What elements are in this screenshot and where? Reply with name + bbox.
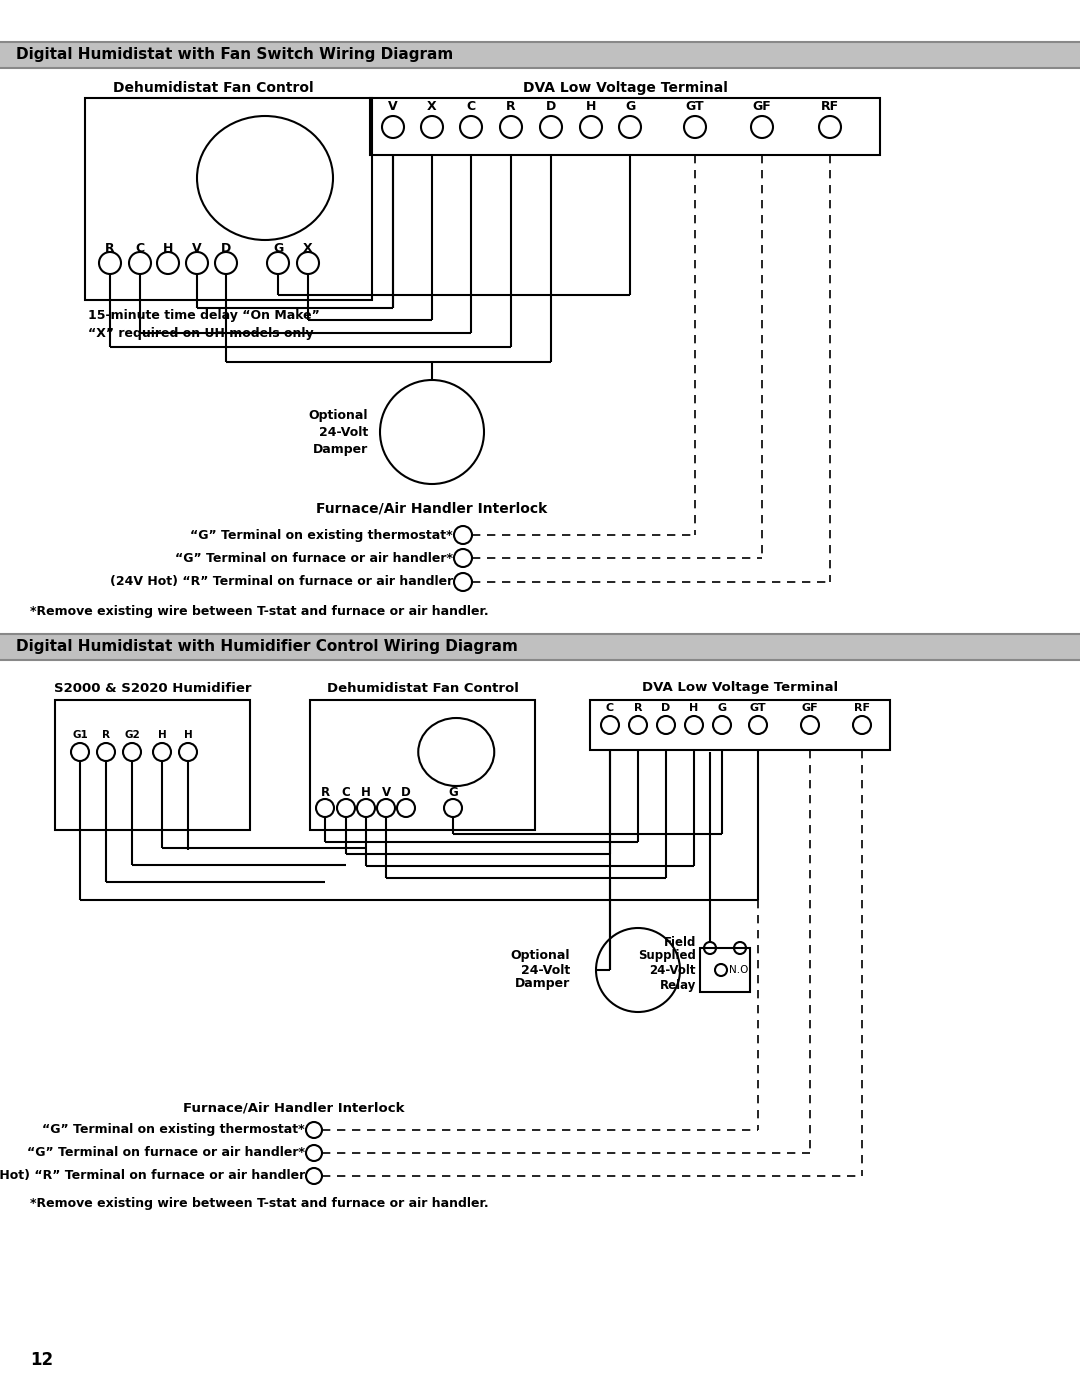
Text: X: X xyxy=(303,242,313,254)
Text: GT: GT xyxy=(750,703,767,712)
Text: N.O.: N.O. xyxy=(729,965,752,975)
Text: V: V xyxy=(192,242,202,254)
Text: DVA Low Voltage Terminal: DVA Low Voltage Terminal xyxy=(642,682,838,694)
Text: 24-Volt: 24-Volt xyxy=(521,964,570,977)
Text: C: C xyxy=(467,99,475,113)
Text: S2000 & S2020 Humidifier: S2000 & S2020 Humidifier xyxy=(54,682,252,694)
Text: Supplied: Supplied xyxy=(638,949,696,961)
Text: Relay: Relay xyxy=(660,978,696,992)
Text: R: R xyxy=(634,703,643,712)
Text: G: G xyxy=(625,99,635,113)
Text: Dehumidistat Fan Control: Dehumidistat Fan Control xyxy=(112,81,313,95)
Text: “G” Terminal on existing thermostat*: “G” Terminal on existing thermostat* xyxy=(190,528,453,542)
Bar xyxy=(310,700,535,830)
Text: “G” Terminal on furnace or air handler*: “G” Terminal on furnace or air handler* xyxy=(175,552,453,564)
Circle shape xyxy=(454,527,472,543)
Text: “X” required on UH models only: “X” required on UH models only xyxy=(87,327,313,339)
Text: H: H xyxy=(585,99,596,113)
Text: R: R xyxy=(507,99,516,113)
Text: GF: GF xyxy=(801,703,819,712)
Text: Damper: Damper xyxy=(515,978,570,990)
Text: H: H xyxy=(361,787,370,799)
Bar xyxy=(0,42,1080,68)
Text: Digital Humidistat with Humidifier Control Wiring Diagram: Digital Humidistat with Humidifier Contr… xyxy=(16,640,518,655)
Text: H: H xyxy=(158,731,166,740)
Text: C: C xyxy=(341,787,350,799)
Text: V: V xyxy=(388,99,397,113)
Text: Optional: Optional xyxy=(511,950,570,963)
Text: Optional: Optional xyxy=(309,408,368,422)
Circle shape xyxy=(306,1168,322,1185)
Text: X: X xyxy=(428,99,436,113)
Bar xyxy=(590,700,890,750)
Text: G: G xyxy=(448,787,458,799)
Text: Field: Field xyxy=(663,936,696,949)
Bar xyxy=(0,634,1080,659)
Text: D: D xyxy=(545,99,556,113)
Text: G: G xyxy=(273,242,283,254)
Circle shape xyxy=(715,964,727,977)
Text: (24V Hot) “R” Terminal on furnace or air handler: (24V Hot) “R” Terminal on furnace or air… xyxy=(0,1169,305,1182)
Text: “G” Terminal on furnace or air handler*: “G” Terminal on furnace or air handler* xyxy=(27,1147,305,1160)
Text: DVA Low Voltage Terminal: DVA Low Voltage Terminal xyxy=(523,81,728,95)
Bar xyxy=(700,949,750,992)
Bar xyxy=(55,700,249,830)
Text: GT: GT xyxy=(686,99,704,113)
Text: V: V xyxy=(381,787,391,799)
Text: *Remove existing wire between T-stat and furnace or air handler.: *Remove existing wire between T-stat and… xyxy=(30,1197,488,1210)
Text: C: C xyxy=(606,703,615,712)
Circle shape xyxy=(306,1122,322,1139)
Text: H: H xyxy=(689,703,699,712)
Bar xyxy=(85,98,372,300)
Text: D: D xyxy=(401,787,410,799)
Text: G: G xyxy=(717,703,727,712)
Text: Furnace/Air Handler Interlock: Furnace/Air Handler Interlock xyxy=(183,1101,405,1115)
Text: G1: G1 xyxy=(72,731,87,740)
Text: Dehumidistat Fan Control: Dehumidistat Fan Control xyxy=(326,682,518,694)
Text: RF: RF xyxy=(854,703,870,712)
Text: 24-Volt: 24-Volt xyxy=(319,426,368,439)
Text: Damper: Damper xyxy=(313,443,368,455)
Text: R: R xyxy=(105,242,114,254)
Text: D: D xyxy=(221,242,231,254)
Text: *Remove existing wire between T-stat and furnace or air handler.: *Remove existing wire between T-stat and… xyxy=(30,605,488,619)
Circle shape xyxy=(306,1146,322,1161)
Text: 15-minute time delay “On Make”: 15-minute time delay “On Make” xyxy=(87,309,320,321)
Text: 24-Volt: 24-Volt xyxy=(649,964,696,977)
Text: D: D xyxy=(661,703,671,712)
Text: RF: RF xyxy=(821,99,839,113)
Text: GF: GF xyxy=(753,99,771,113)
Text: H: H xyxy=(163,242,173,254)
Text: Furnace/Air Handler Interlock: Furnace/Air Handler Interlock xyxy=(316,502,548,515)
Text: (24V Hot) “R” Terminal on furnace or air handler: (24V Hot) “R” Terminal on furnace or air… xyxy=(110,576,453,588)
Circle shape xyxy=(454,549,472,567)
Text: Digital Humidistat with Fan Switch Wiring Diagram: Digital Humidistat with Fan Switch Wirin… xyxy=(16,47,454,63)
Text: 12: 12 xyxy=(30,1351,53,1369)
Circle shape xyxy=(454,573,472,591)
Text: R: R xyxy=(102,731,110,740)
Bar xyxy=(370,98,880,155)
Text: H: H xyxy=(184,731,192,740)
Text: C: C xyxy=(135,242,145,254)
Text: G2: G2 xyxy=(124,731,140,740)
Text: “G” Terminal on existing thermostat*: “G” Terminal on existing thermostat* xyxy=(42,1123,305,1137)
Text: R: R xyxy=(321,787,329,799)
